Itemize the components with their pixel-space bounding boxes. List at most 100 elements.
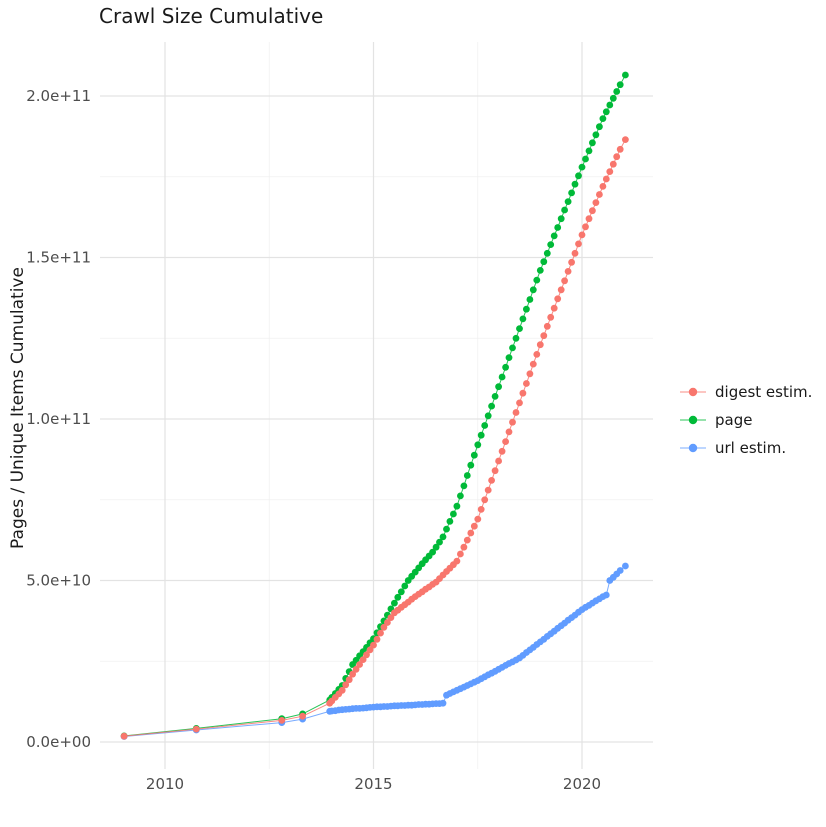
data-point-page <box>453 502 461 510</box>
data-point-digest-estim <box>526 370 534 378</box>
data-point-digest-estim <box>457 550 464 558</box>
data-point-page <box>613 88 621 95</box>
data-point-digest-estim <box>536 341 544 349</box>
data-point-page <box>526 296 534 303</box>
data-point-digest-estim <box>509 418 516 426</box>
y-tick-label: 1.0e+11 <box>26 410 91 428</box>
data-point-digest-estim <box>481 496 489 504</box>
data-point-digest-estim <box>498 447 506 455</box>
data-point-digest-estim <box>613 153 621 161</box>
data-point-digest-estim <box>592 199 600 207</box>
data-point-page <box>439 533 447 541</box>
x-tick-label: 2010 <box>146 775 184 793</box>
data-point-page <box>575 172 582 180</box>
data-point-page <box>512 334 520 342</box>
data-point-page <box>498 373 506 381</box>
data-point-page <box>543 249 551 257</box>
data-point-digest-estim <box>599 183 607 190</box>
data-point-digest-estim <box>278 717 286 724</box>
data-point-digest-estim <box>460 543 468 551</box>
data-point-page <box>502 363 509 371</box>
legend-key-url-icon <box>680 443 706 453</box>
data-point-page <box>589 139 596 147</box>
data-point-digest-estim <box>192 725 200 733</box>
data-point-page <box>481 422 489 429</box>
y-tick-label: 2.0e+11 <box>26 87 91 105</box>
data-point-page <box>599 115 607 122</box>
data-point-digest-estim <box>470 522 478 530</box>
data-point-page <box>582 155 589 163</box>
data-point-page <box>488 402 495 410</box>
data-point-digest-estim <box>491 467 499 475</box>
data-point-digest-estim <box>622 136 629 144</box>
data-point-digest-estim <box>349 670 356 678</box>
data-point-digest-estim <box>523 380 530 387</box>
legend-label: digest estim. <box>715 383 813 401</box>
data-point-digest-estim <box>356 661 363 668</box>
legend-key-digest-icon <box>680 387 706 397</box>
data-point-page <box>596 123 603 131</box>
data-point-page <box>401 582 409 590</box>
data-point-digest-estim <box>554 295 562 303</box>
data-point-page <box>505 354 513 361</box>
data-point-digest-estim <box>299 712 306 720</box>
data-point-page <box>491 393 499 400</box>
data-point-digest-estim <box>363 651 370 659</box>
data-point-digest-estim <box>463 536 471 544</box>
data-point-digest-estim <box>477 506 485 513</box>
y-tick-label: 0.0e+00 <box>26 733 91 751</box>
data-point-page <box>394 593 402 601</box>
data-point-page <box>484 412 492 420</box>
data-point-digest-estim <box>540 332 548 340</box>
data-point-page <box>436 538 443 546</box>
data-point-page <box>550 232 558 240</box>
data-point-page <box>564 198 572 206</box>
data-point-digest-estim <box>529 360 537 368</box>
data-point-digest-estim <box>366 646 374 654</box>
data-point-page <box>463 472 471 479</box>
data-point-digest-estim <box>467 529 475 537</box>
data-point-digest-estim <box>606 168 614 176</box>
data-point-digest-estim <box>589 207 596 215</box>
data-point-digest-estim <box>120 732 128 740</box>
data-point-digest-estim <box>342 681 350 689</box>
chart-title: Crawl Size Cumulative <box>99 4 324 28</box>
legend-item-page: page <box>678 406 812 434</box>
data-point-page <box>585 147 593 155</box>
data-point-digest-estim <box>564 268 572 275</box>
data-point-page <box>474 441 482 449</box>
data-point-digest-estim <box>543 322 551 330</box>
data-point-page <box>467 461 475 469</box>
data-point-digest-estim <box>495 457 502 465</box>
data-point-digest-estim <box>373 635 381 643</box>
data-point-page <box>602 108 610 116</box>
data-point-page <box>578 163 586 171</box>
data-point-page <box>391 599 398 607</box>
data-point-page <box>616 81 624 89</box>
data-point-url-estim <box>602 591 610 599</box>
data-point-digest-estim <box>377 629 384 637</box>
data-point-digest-estim <box>550 304 558 312</box>
data-point-digest-estim <box>519 389 527 397</box>
data-point-page <box>568 189 575 197</box>
data-point-page <box>450 510 457 518</box>
data-point-url-estim <box>622 562 629 570</box>
data-point-digest-estim <box>568 258 575 266</box>
data-point-page <box>429 548 436 556</box>
data-point-page <box>457 492 464 500</box>
legend-label: url estim. <box>715 439 787 457</box>
data-point-digest-estim <box>484 486 492 494</box>
data-point-digest-estim <box>370 641 377 649</box>
data-point-page <box>477 431 485 439</box>
x-tick-label: 2020 <box>563 775 601 793</box>
data-point-page <box>460 482 468 490</box>
data-point-page <box>443 525 450 533</box>
data-point-digest-estim <box>609 160 617 168</box>
data-point-page <box>609 94 617 102</box>
data-point-page <box>509 344 516 352</box>
data-point-digest-estim <box>345 676 353 684</box>
legend: digest estim. page url estim. <box>678 378 812 462</box>
data-point-page <box>470 451 478 459</box>
data-point-digest-estim <box>488 477 495 484</box>
